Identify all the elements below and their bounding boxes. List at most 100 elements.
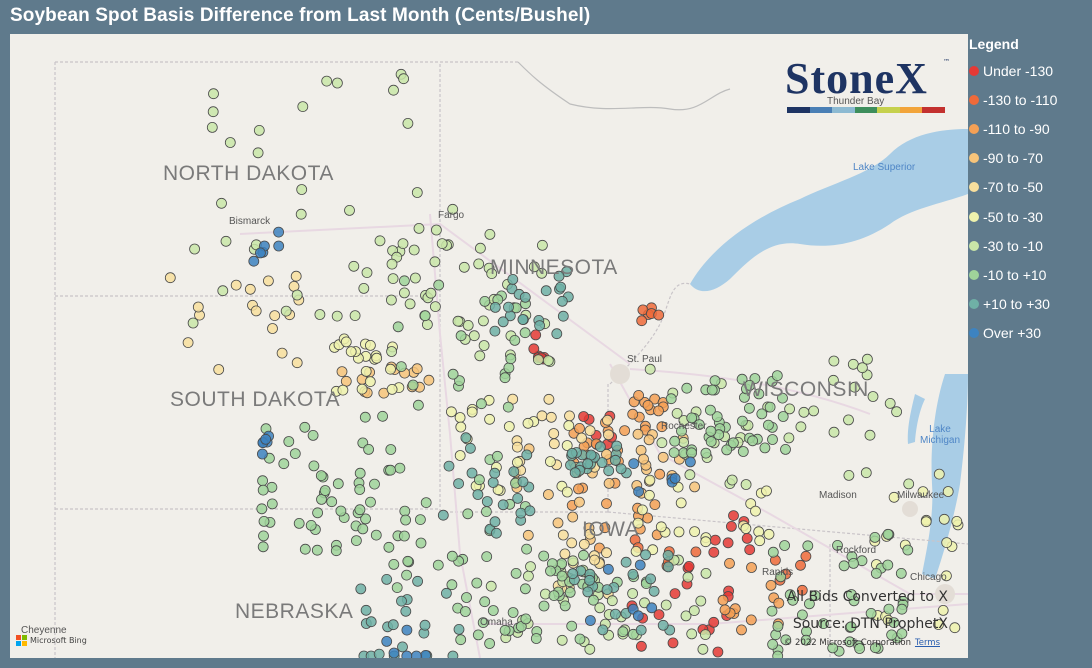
bid-point[interactable] [595, 441, 606, 453]
bid-point[interactable] [630, 546, 642, 557]
bid-point[interactable] [505, 353, 517, 365]
bid-point[interactable] [419, 619, 431, 631]
bid-point[interactable] [883, 603, 895, 615]
bid-point[interactable] [561, 440, 573, 451]
bid-point[interactable] [429, 256, 441, 268]
bid-point[interactable] [763, 419, 774, 431]
bid-point[interactable] [657, 451, 669, 463]
bid-point[interactable] [330, 545, 342, 557]
bid-point[interactable] [686, 447, 697, 459]
bid-point[interactable] [603, 477, 615, 489]
bid-point[interactable] [700, 568, 712, 579]
bid-point[interactable] [636, 640, 647, 652]
bid-point[interactable] [523, 570, 534, 582]
bid-point[interactable] [602, 414, 613, 426]
bid-point[interactable] [633, 389, 644, 401]
legend-item[interactable]: Over +30 [969, 319, 1089, 348]
bid-point[interactable] [307, 429, 319, 441]
bid-point[interactable] [882, 528, 894, 540]
bid-point[interactable] [355, 583, 367, 595]
bid-point[interactable] [507, 273, 519, 285]
bid-point[interactable] [849, 381, 861, 393]
bid-point[interactable] [308, 460, 320, 472]
bid-point[interactable] [365, 616, 377, 628]
bid-point[interactable] [503, 301, 514, 313]
bid-point[interactable] [828, 374, 839, 386]
bid-points[interactable] [164, 68, 964, 658]
bid-point[interactable] [503, 421, 515, 432]
bid-point[interactable] [314, 309, 326, 320]
bid-point[interactable] [257, 484, 269, 496]
bid-point[interactable] [566, 537, 578, 549]
bid-point[interactable] [656, 421, 668, 433]
bid-point[interactable] [745, 614, 757, 626]
bid-point[interactable] [401, 624, 413, 636]
bid-point[interactable] [344, 204, 355, 216]
bid-point[interactable] [289, 448, 301, 460]
bid-point[interactable] [250, 305, 262, 317]
bid-point[interactable] [797, 609, 808, 621]
bid-point[interactable] [365, 496, 376, 508]
bid-point[interactable] [484, 413, 496, 425]
bid-point[interactable] [432, 559, 444, 571]
bid-point[interactable] [489, 516, 501, 528]
bid-point[interactable] [299, 421, 311, 433]
bid-point[interactable] [636, 315, 648, 327]
bid-point[interactable] [454, 450, 466, 461]
legend-item[interactable]: -90 to -70 [969, 144, 1089, 173]
bid-point[interactable] [759, 442, 771, 454]
bid-point[interactable] [481, 551, 493, 562]
bid-point[interactable] [477, 617, 489, 628]
bid-point[interactable] [533, 354, 544, 366]
bid-point[interactable] [744, 379, 756, 391]
bid-point[interactable] [354, 467, 366, 479]
bid-point[interactable] [847, 358, 859, 370]
bid-point[interactable] [254, 247, 266, 259]
bid-point[interactable] [260, 433, 272, 445]
bid-point[interactable] [484, 228, 496, 240]
bid-point[interactable] [780, 634, 792, 646]
bid-point[interactable] [745, 498, 757, 510]
bid-point[interactable] [491, 450, 503, 462]
bid-point[interactable] [726, 520, 737, 532]
bid-point[interactable] [244, 283, 256, 295]
bid-point[interactable] [644, 474, 656, 486]
bid-point[interactable] [192, 301, 204, 313]
bid-point[interactable] [667, 637, 679, 649]
bid-point[interactable] [708, 616, 720, 628]
bid-point[interactable] [886, 629, 897, 641]
bid-point[interactable] [660, 599, 672, 611]
bid-point[interactable] [412, 399, 424, 411]
bid-point[interactable] [646, 602, 658, 614]
bid-point[interactable] [207, 106, 219, 118]
bid-point[interactable] [665, 393, 677, 405]
bid-point[interactable] [447, 203, 459, 215]
bid-point[interactable] [534, 320, 545, 332]
bid-point[interactable] [291, 357, 303, 369]
bid-point[interactable] [753, 388, 765, 400]
bid-point[interactable] [520, 583, 531, 595]
bid-point[interactable] [584, 425, 596, 437]
bid-point[interactable] [942, 486, 954, 497]
bid-point[interactable] [374, 235, 386, 247]
bid-point[interactable] [213, 364, 225, 375]
bid-point[interactable] [675, 497, 687, 509]
bid-point[interactable] [331, 310, 343, 322]
bid-point[interactable] [315, 470, 327, 482]
bid-point[interactable] [753, 526, 765, 538]
bid-point[interactable] [654, 468, 666, 480]
bid-point[interactable] [668, 447, 680, 459]
bid-point[interactable] [396, 595, 407, 607]
bid-point[interactable] [603, 465, 615, 477]
bid-point[interactable] [485, 580, 497, 592]
bid-point[interactable] [800, 550, 812, 562]
map-panel[interactable]: NORTH DAKOTA MINNESOTA SOUTH DAKOTA WISC… [10, 34, 968, 658]
bid-point[interactable] [597, 624, 609, 636]
bid-point[interactable] [902, 544, 914, 556]
bid-point[interactable] [606, 595, 618, 607]
bid-point[interactable] [453, 624, 465, 635]
bid-point[interactable] [766, 605, 778, 617]
bid-point[interactable] [750, 505, 761, 517]
bid-point[interactable] [627, 408, 639, 420]
bid-point[interactable] [844, 636, 856, 648]
